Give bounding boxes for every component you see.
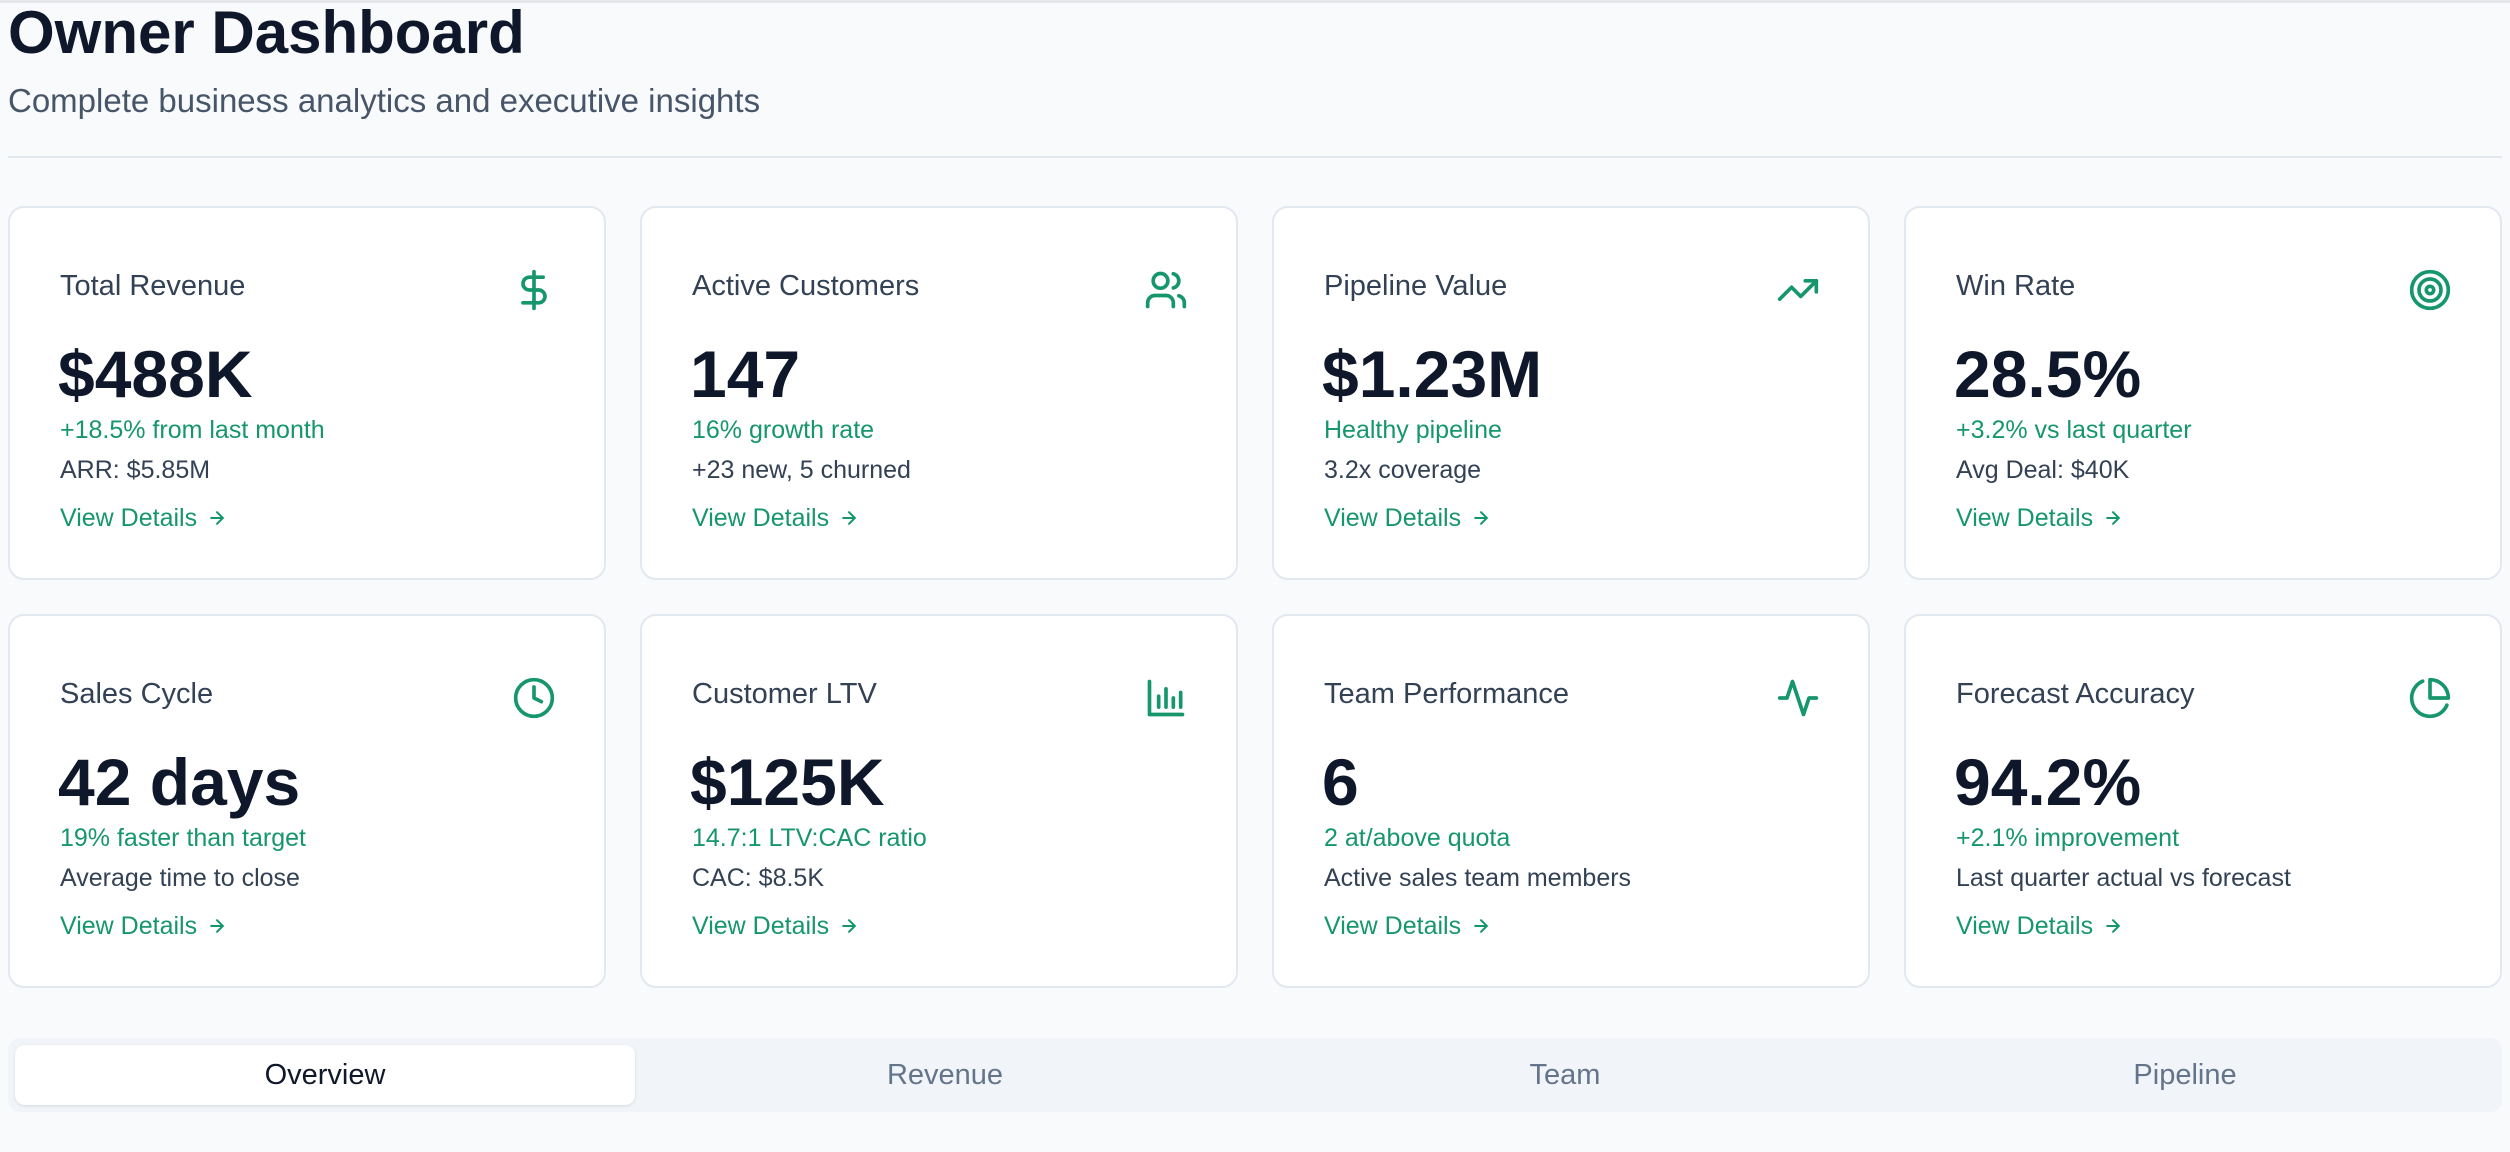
- tab-team[interactable]: Team: [1529, 1058, 1601, 1091]
- dollar-icon: [512, 268, 556, 312]
- card-highlight: 2 at/above quota: [1324, 824, 1511, 852]
- view-details-label: View Details: [1956, 912, 2094, 940]
- users-icon: [1144, 268, 1188, 312]
- view-details-label: View Details: [60, 912, 198, 940]
- card-value: $488K: [58, 337, 253, 411]
- trending-up-icon: [1776, 268, 1820, 312]
- metric-card-total-revenue: Total Revenue $488K +18.5% from last mon…: [8, 206, 606, 580]
- view-details-link[interactable]: View Details: [60, 502, 227, 534]
- card-title: Sales Cycle: [60, 678, 214, 710]
- card-title: Customer LTV: [692, 678, 877, 710]
- card-highlight: +18.5% from last month: [60, 416, 325, 444]
- card-title: Active Customers: [692, 270, 920, 302]
- arrow-right-icon: [207, 508, 227, 528]
- arrow-right-icon: [2103, 916, 2123, 936]
- view-details-label: View Details: [1956, 504, 2094, 532]
- activity-icon: [1776, 676, 1820, 720]
- card-highlight: 14.7:1 LTV:CAC ratio: [692, 824, 927, 852]
- metric-card-forecast-accuracy: Forecast Accuracy 94.2% +2.1% improvemen…: [1904, 614, 2502, 988]
- metric-card-team-performance: Team Performance 6 2 at/above quota Acti…: [1272, 614, 1870, 988]
- tab-overview[interactable]: Overview: [15, 1045, 635, 1105]
- card-note: +23 new, 5 churned: [692, 456, 911, 484]
- card-title: Win Rate: [1956, 270, 2076, 302]
- pie-chart-icon: [2408, 676, 2452, 720]
- top-divider: [0, 0, 2510, 3]
- target-icon: [2408, 268, 2452, 312]
- arrow-right-icon: [1471, 508, 1491, 528]
- card-note: ARR: $5.85M: [60, 456, 211, 484]
- page-header: Owner Dashboard Complete business analyt…: [8, 0, 2502, 158]
- card-value: $125K: [690, 745, 885, 819]
- arrow-right-icon: [839, 916, 859, 936]
- card-highlight: +3.2% vs last quarter: [1956, 416, 2192, 444]
- view-details-link[interactable]: View Details: [692, 910, 859, 942]
- view-details-link[interactable]: View Details: [1956, 910, 2123, 942]
- view-details-label: View Details: [1324, 912, 1462, 940]
- card-value: $1.23M: [1322, 337, 1543, 411]
- card-value: 6: [1322, 745, 1359, 819]
- card-value: 147: [690, 337, 801, 411]
- dashboard-tabs: Overview Revenue Team Pipeline: [8, 1038, 2502, 1112]
- metrics-grid: Total Revenue $488K +18.5% from last mon…: [8, 206, 2502, 988]
- card-title: Team Performance: [1324, 678, 1569, 710]
- arrow-right-icon: [207, 916, 227, 936]
- page-title: Owner Dashboard: [8, 0, 525, 66]
- view-details-link[interactable]: View Details: [1956, 502, 2123, 534]
- card-value: 94.2%: [1954, 745, 2142, 819]
- card-title: Total Revenue: [60, 270, 246, 302]
- card-note: Active sales team members: [1324, 864, 1632, 892]
- card-value: 28.5%: [1954, 337, 2142, 411]
- card-note: Last quarter actual vs forecast: [1956, 864, 2291, 892]
- view-details-label: View Details: [60, 504, 198, 532]
- view-details-link[interactable]: View Details: [1324, 910, 1491, 942]
- view-details-label: View Details: [692, 912, 830, 940]
- tab-pipeline[interactable]: Pipeline: [2133, 1058, 2237, 1091]
- card-value: 42 days: [58, 745, 301, 819]
- view-details-link[interactable]: View Details: [60, 910, 227, 942]
- view-details-label: View Details: [1324, 504, 1462, 532]
- metric-card-active-customers: Active Customers 147 16% growth rate +23…: [640, 206, 1238, 580]
- card-note: 3.2x coverage: [1324, 456, 1482, 484]
- page-subtitle: Complete business analytics and executiv…: [8, 82, 761, 119]
- card-highlight: Healthy pipeline: [1324, 416, 1502, 444]
- card-title: Pipeline Value: [1324, 270, 1508, 302]
- card-note: Avg Deal: $40K: [1956, 456, 2130, 484]
- view-details-link[interactable]: View Details: [692, 502, 859, 534]
- metric-card-sales-cycle: Sales Cycle 42 days 19% faster than targ…: [8, 614, 606, 988]
- bar-chart-icon: [1144, 676, 1188, 720]
- card-highlight: 16% growth rate: [692, 416, 875, 444]
- card-note: Average time to close: [60, 864, 300, 892]
- metric-card-pipeline-value: Pipeline Value $1.23M Healthy pipeline 3…: [1272, 206, 1870, 580]
- view-details-label: View Details: [692, 504, 830, 532]
- card-highlight: 19% faster than target: [60, 824, 306, 852]
- card-note: CAC: $8.5K: [692, 864, 825, 892]
- arrow-right-icon: [839, 508, 859, 528]
- card-title: Forecast Accuracy: [1956, 678, 2195, 710]
- metric-card-win-rate: Win Rate 28.5% +3.2% vs last quarter Avg…: [1904, 206, 2502, 580]
- card-highlight: +2.1% improvement: [1956, 824, 2180, 852]
- view-details-link[interactable]: View Details: [1324, 502, 1491, 534]
- arrow-right-icon: [2103, 508, 2123, 528]
- clock-icon: [512, 676, 556, 720]
- metric-card-customer-ltv: Customer LTV $125K 14.7:1 LTV:CAC ratio …: [640, 614, 1238, 988]
- tab-revenue[interactable]: Revenue: [886, 1058, 1004, 1091]
- arrow-right-icon: [1471, 916, 1491, 936]
